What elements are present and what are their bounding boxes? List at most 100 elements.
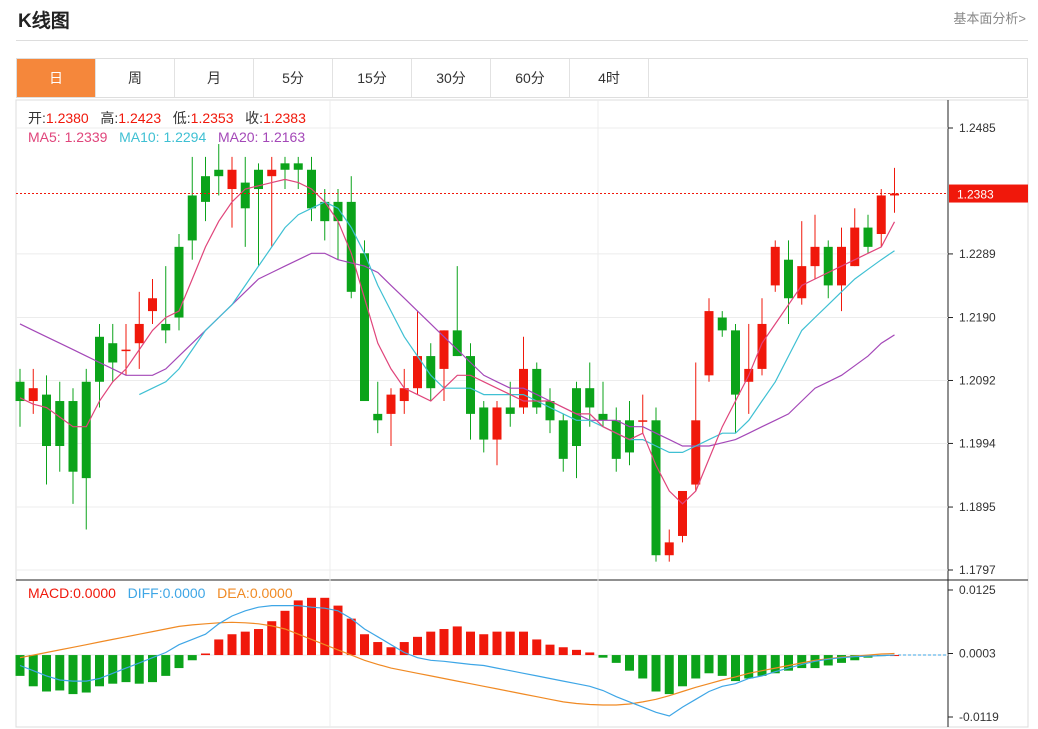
candle-body — [810, 246, 820, 267]
candle-body — [293, 163, 303, 170]
macd-bar — [505, 631, 515, 656]
macd-bar — [320, 597, 330, 656]
candle-body — [267, 169, 277, 177]
candle-body — [134, 323, 144, 344]
candle-body — [121, 349, 131, 352]
macd-bar — [267, 621, 277, 656]
macd-bar — [386, 647, 396, 656]
ma-readout: MA5: 1.2339 MA10: 1.2294 MA20: 1.2163 — [28, 129, 305, 145]
candle-body — [360, 253, 369, 402]
macd-bar — [625, 655, 634, 671]
y-tick-label: 1.1994 — [959, 436, 996, 450]
candle-body — [545, 401, 555, 421]
macd-bar — [108, 655, 118, 684]
macd-bar — [81, 655, 91, 693]
macd-bar — [439, 629, 449, 656]
macd-bar — [333, 605, 343, 656]
macd-bar — [784, 655, 793, 671]
macd-bar — [413, 636, 422, 656]
candle-body — [876, 195, 886, 235]
candle-body — [214, 169, 224, 177]
candle-body — [823, 246, 833, 286]
candle-body — [373, 413, 383, 421]
candle-body — [757, 323, 767, 369]
tab-day[interactable]: 日 — [17, 59, 96, 97]
candle-body — [346, 201, 356, 292]
chart-frame — [15, 99, 1029, 728]
low-label: 低: — [172, 110, 191, 126]
macd-bar — [558, 647, 568, 656]
macd-bar — [55, 655, 65, 691]
candle-body — [704, 311, 714, 376]
ma5-label: MA5: — [28, 129, 61, 145]
candle-body — [664, 542, 674, 556]
y-tick-label: 1.2485 — [959, 121, 996, 135]
macd-bar — [307, 597, 316, 656]
macd-bar — [227, 634, 237, 656]
candle-body — [585, 388, 595, 408]
macd-y-tick-label: 0.0125 — [959, 583, 996, 597]
candle-body — [254, 169, 263, 190]
macd-bar — [611, 655, 621, 663]
macd-bar — [134, 655, 144, 684]
macd-bar — [426, 631, 436, 656]
candle-body — [320, 201, 330, 222]
macd-bar — [174, 655, 184, 669]
tab-5min[interactable]: 5分 — [254, 59, 333, 97]
page-title: K线图 — [18, 11, 70, 32]
fundamental-analysis-link[interactable]: 基本面分析> — [953, 11, 1026, 26]
candle-body — [240, 182, 250, 209]
candle-body — [95, 336, 104, 382]
macd-bar — [68, 655, 78, 695]
candle-body — [108, 343, 118, 363]
current-price-tag — [949, 184, 1028, 203]
macd-bar — [598, 655, 608, 658]
candle-body — [399, 388, 409, 402]
macd-bar — [346, 618, 356, 656]
macd-bar — [479, 634, 489, 656]
y-tick-label: 1.2289 — [959, 247, 996, 261]
candle-body — [850, 227, 860, 267]
candle-body — [280, 163, 290, 170]
candle-body — [68, 401, 78, 472]
macd-bar — [466, 631, 475, 656]
candle-body — [479, 407, 489, 440]
y-tick-label: 1.2190 — [959, 311, 996, 325]
tab-4hour[interactable]: 4时 — [570, 59, 649, 97]
y-tick-label: 1.1797 — [959, 563, 996, 577]
macd-bar — [373, 642, 383, 656]
candle-body — [148, 298, 157, 312]
candle-body — [492, 407, 502, 440]
tab-week[interactable]: 周 — [96, 59, 175, 97]
close-value: 1.2383 — [263, 110, 306, 126]
macd-bar — [452, 626, 462, 656]
current-price-label: 1.2383 — [957, 188, 994, 202]
macd-bar — [360, 634, 369, 656]
candle-body — [717, 317, 727, 331]
candle-body — [678, 490, 687, 536]
macd-bar — [744, 655, 754, 679]
macd-bar — [148, 655, 157, 683]
macd-bar — [850, 655, 860, 661]
tab-15min[interactable]: 15分 — [333, 59, 412, 97]
candle-body — [15, 381, 25, 402]
candle-body — [28, 388, 38, 402]
macd-bar — [399, 642, 409, 656]
close-label: 收: — [245, 110, 264, 126]
candle-body — [505, 407, 515, 414]
candle-body — [572, 388, 581, 447]
candle-body — [426, 356, 436, 389]
candle-body — [558, 420, 568, 459]
candle-body — [201, 176, 210, 202]
candle-body — [691, 420, 701, 485]
macd-bar — [770, 655, 780, 674]
tab-30min[interactable]: 30分 — [412, 59, 491, 97]
candle-body — [81, 381, 91, 479]
tab-month[interactable]: 月 — [175, 59, 254, 97]
candle-body — [863, 227, 873, 247]
tab-60min[interactable]: 60分 — [491, 59, 570, 97]
dea-line — [19, 621, 895, 706]
macd-bar — [572, 649, 581, 656]
candle-body — [784, 259, 793, 299]
